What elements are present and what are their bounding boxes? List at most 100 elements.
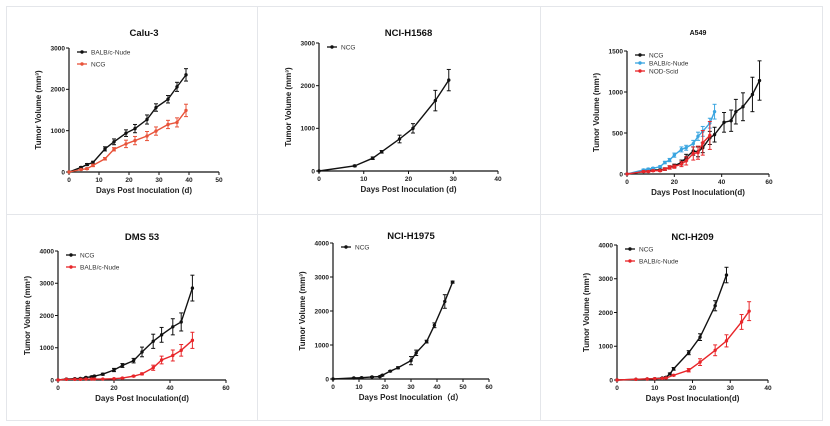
legend-marker	[69, 253, 73, 257]
data-point	[92, 374, 97, 378]
data-point	[646, 167, 650, 171]
data-point	[92, 377, 97, 381]
chart-title: NCI-H1568	[385, 28, 433, 39]
x-tick-label: 20	[405, 176, 413, 183]
legend-marker	[80, 50, 84, 54]
data-point	[171, 325, 175, 329]
data-point	[724, 273, 729, 277]
x-tick-label: 40	[494, 176, 502, 183]
chart-0: Calu-3 0 10 20 30 40 50 0 1000 2000 3000 Days Post …	[34, 28, 223, 195]
data-point	[184, 108, 188, 113]
y-tick-label: 3000	[599, 276, 614, 283]
data-point	[651, 169, 655, 173]
panel-nci-h209	[540, 214, 823, 421]
data-point	[722, 120, 726, 125]
data-point	[101, 372, 105, 376]
legend-marker	[80, 62, 84, 66]
data-point	[684, 146, 688, 150]
y-tick-label: 1000	[40, 345, 55, 352]
data-point	[653, 376, 657, 381]
data-point	[179, 348, 183, 353]
y-axis-label: Tumor Volume (mm³)	[284, 67, 293, 147]
data-point	[190, 338, 195, 343]
data-point	[112, 140, 116, 144]
y-tick-label: 2000	[315, 308, 330, 315]
data-point	[651, 166, 655, 170]
data-point	[171, 353, 175, 358]
x-tick-label: 10	[651, 385, 659, 392]
data-point	[687, 368, 691, 372]
x-tick-label: 0	[67, 177, 71, 184]
data-point	[317, 169, 321, 173]
data-point	[691, 141, 695, 146]
legend-marker	[628, 247, 632, 251]
y-tick-label: 4000	[599, 242, 614, 249]
legend-label: NCG	[355, 244, 369, 251]
legend-label: BALB/c-Nude	[639, 258, 679, 265]
series-balb-c-nude	[56, 331, 195, 382]
y-tick-label: 1000	[301, 126, 316, 133]
data-point	[159, 333, 164, 337]
data-point	[701, 141, 705, 145]
data-point	[672, 153, 677, 157]
data-point	[729, 119, 733, 123]
y-axis-label: Tumor Volume (mm³)	[23, 276, 32, 356]
data-point	[73, 377, 77, 382]
panel-nci-h1975	[257, 214, 541, 421]
chart-title: A549	[690, 30, 707, 37]
data-point	[131, 374, 136, 378]
data-point	[112, 377, 116, 381]
x-tick-label: 20	[125, 177, 133, 184]
data-point	[712, 132, 717, 137]
series-line	[332, 281, 454, 380]
y-tick-label: 0	[609, 377, 613, 384]
data-point	[151, 366, 155, 370]
data-point	[190, 286, 195, 290]
data-point	[101, 377, 105, 381]
legend-marker	[638, 53, 642, 57]
data-point	[396, 366, 400, 370]
x-tick-label: 40	[185, 177, 193, 184]
data-point	[154, 129, 158, 133]
x-tick-label: 10	[95, 177, 103, 184]
x-tick-label: 20	[110, 385, 118, 392]
chart-1: NCI-H1568 0 10 20 30 40 0 1000 2000 3000 Days Post…	[284, 28, 502, 194]
y-tick-label: 3000	[51, 45, 66, 52]
data-point	[175, 120, 179, 125]
chart-title: DMS 53	[125, 232, 159, 243]
y-tick-label: 0	[61, 169, 65, 176]
legend-label: BALB/c-Nude	[80, 264, 120, 271]
x-tick-label: 30	[155, 177, 163, 184]
x-tick-label: 10	[360, 176, 368, 183]
x-tick-label: 20	[671, 179, 679, 186]
legend-marker	[638, 61, 642, 65]
x-tick-label: 0	[625, 179, 629, 186]
data-point	[133, 126, 137, 131]
x-tick-label: 10	[355, 384, 363, 391]
y-axis-label: Tumor Volume (mm³)	[34, 70, 43, 150]
y-tick-label: 1500	[609, 48, 624, 55]
data-point	[634, 377, 638, 382]
data-point	[713, 348, 717, 352]
data-point	[91, 163, 95, 168]
data-point	[724, 339, 729, 343]
legend-label: NCG	[639, 246, 653, 253]
data-point	[414, 351, 418, 355]
y-tick-label: 1000	[609, 89, 624, 96]
chart-title: NCI-H1975	[387, 231, 435, 242]
data-point	[671, 367, 676, 371]
x-axis-label: Days Post Inoculation(d)	[95, 394, 189, 403]
data-point	[85, 166, 89, 171]
data-point	[641, 169, 646, 174]
data-point	[658, 169, 662, 173]
x-axis-label: Days Post Inoculation (d)	[360, 185, 456, 194]
data-point	[698, 335, 702, 339]
series-ncg	[331, 280, 455, 381]
data-point	[664, 376, 668, 380]
y-tick-label: 3000	[301, 40, 316, 47]
x-tick-label: 30	[727, 385, 735, 392]
legend-label: NCG	[80, 252, 94, 259]
x-tick-label: 40	[764, 385, 772, 392]
